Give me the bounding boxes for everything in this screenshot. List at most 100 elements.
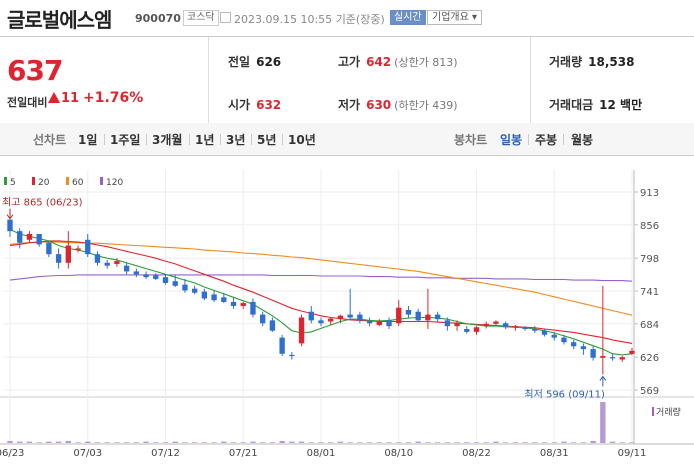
price-info-panel: 637 전일대비 11 +1.76% 전일 626 고가 642 (상한가 813) … [0,36,694,124]
volume-bar [133,442,140,443]
volume-bar [182,442,188,443]
volume-bar [221,441,227,443]
legend-swatch [66,177,69,185]
legend-swatch [100,177,103,185]
candle-body [250,301,256,315]
candle-body [55,254,62,263]
line-chart-label: 선차트 [33,133,67,147]
y-tick-label: 684 [640,320,659,331]
tab-1d[interactable]: 1일 [78,133,98,147]
legend-swatch [4,177,7,185]
volume-bar [153,442,159,443]
x-tick-label: 07/12 [151,448,180,459]
volume-bar [85,441,91,443]
candle-body [551,334,557,338]
volume-bar [386,442,392,443]
candle-body [182,284,188,291]
candle-body [201,291,208,299]
low-cell: 저가 630 (하한가 439) [338,98,458,112]
tab-10y[interactable]: 10년 [288,133,316,147]
candle-body [600,356,606,358]
candle-body [26,234,33,240]
candle-body [162,277,169,283]
volume-bar [609,441,616,443]
volume-bar [318,442,324,443]
x-tick-label: 08/31 [540,448,569,459]
volume-bar [502,442,509,443]
volume-bar [46,441,52,443]
y-tick-label: 913 [640,188,659,199]
y-tick-label: 741 [640,287,659,298]
volume-bar [308,442,314,443]
candle-body [425,314,431,321]
tab-3y[interactable]: 3년 [226,133,246,147]
y-tick-label: 626 [640,353,659,364]
candle-body [590,349,596,358]
candle-body [386,320,392,327]
candle-body [415,311,421,321]
tab-3m[interactable]: 3개월 [152,133,183,147]
tab-1y[interactable]: 1년 [195,133,215,147]
candle-body [240,303,246,306]
candle-body [123,265,130,272]
ma120-line [9,274,633,282]
candle-body [629,350,635,354]
tab-5y[interactable]: 5년 [257,133,277,147]
candle-body [143,274,149,278]
candle-body [85,239,91,255]
volume-bar [172,441,178,443]
volume-bar [191,442,198,443]
candle-body [444,320,451,327]
candle-body [347,314,353,318]
candle-body [473,327,480,332]
volume-bar [240,442,246,443]
change-value: 11 [61,91,80,106]
tab-monthly[interactable]: 월봉 [571,133,594,147]
volume-bar [337,441,344,443]
volume-bar [26,441,33,443]
volume-bar [269,442,276,443]
realtime-button[interactable]: 실시간 [390,10,426,25]
candle-body [454,323,460,327]
volume-bar [629,442,635,443]
datetime-text: 2023.09.15 10:55 기준(장중) [234,13,385,26]
volume-legend-label: 거래량 [656,406,681,418]
low-annotation: 최저 596 (09/11) [524,388,605,400]
tab-1w[interactable]: 1주일 [110,133,141,147]
candle-body [94,254,101,263]
volume-bar [454,442,460,443]
x-tick-label: 08/22 [462,448,491,459]
volume-bar [551,442,557,443]
y-tick-label: 569 [640,386,659,397]
market-badge: 코스닥 [183,10,219,26]
candle-body [211,294,217,301]
candle-body [114,261,120,264]
volume-bar [493,441,499,443]
company-overview-dropdown[interactable]: 기업개요 ▾ [427,10,482,25]
candle-body [46,242,52,255]
volume-bar [434,442,441,443]
legend-swatch [32,177,35,185]
legend-label: 120 [106,178,123,188]
tab-weekly[interactable]: 주봉 [535,133,558,147]
header: 글로벌에스엠 900070 코스닥 2023.09.15 10:55 기준(장중… [0,0,694,36]
candle-body [522,327,528,329]
x-tick-label: 08/01 [307,448,336,459]
volume-bar [75,442,81,443]
candle-body [571,342,577,347]
candle-body [376,321,382,325]
volume-bar [532,442,538,443]
volume-cell: 거래량 18,538 [549,55,635,69]
legend-label: 20 [38,178,50,188]
volume-bar [162,442,169,443]
volume-bar [590,440,596,443]
volume-bar [444,442,451,443]
stock-name: 글로벌에스엠 [7,8,112,32]
tab-daily[interactable]: 일봉 [500,133,523,147]
candle-body [561,337,567,343]
volume-bar [104,442,110,443]
volume-bar [279,440,285,443]
prev-close-cell: 전일 626 [228,55,282,69]
volume-bar [7,440,13,443]
trade-amount-cell: 거래대금 12 백만 [549,98,643,112]
